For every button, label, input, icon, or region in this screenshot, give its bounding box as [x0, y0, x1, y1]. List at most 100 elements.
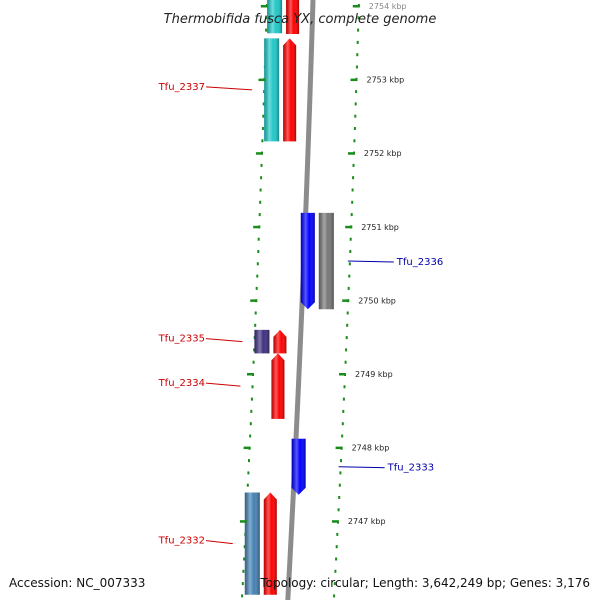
gene-label-leader: [338, 466, 385, 469]
inner-dot: [265, 16, 268, 20]
inner-major-tick: [260, 5, 268, 8]
outer-dot: [345, 336, 348, 340]
inner-dot: [243, 557, 246, 561]
inner-dot: [256, 274, 259, 278]
gene-label[interactable]: Tfu_2332: [158, 536, 205, 547]
outer-dot: [352, 163, 355, 167]
outer-dot: [345, 348, 348, 352]
outer-dot: [355, 65, 358, 69]
outer-dot: [351, 200, 354, 204]
inner-dot: [259, 200, 262, 204]
outer-dot: [337, 508, 340, 512]
outer-dot: [344, 360, 347, 364]
outer-dot: [346, 311, 349, 315]
gene-label-leader: [205, 540, 233, 545]
scale-tick-label: 2752 kbp: [364, 149, 402, 158]
outer-dot: [342, 397, 345, 401]
inner-dot: [261, 127, 264, 130]
inner-dot: [253, 348, 256, 352]
outer-dot: [357, 16, 360, 20]
outer-dot: [346, 323, 349, 327]
inner-major-tick: [255, 152, 263, 155]
outer-major-tick: [345, 225, 353, 229]
gene-label[interactable]: Tfu_2334: [158, 378, 205, 389]
inner-dot: [263, 90, 266, 94]
inner-dot: [249, 434, 252, 438]
scale-tick-label: 2754 kbp: [369, 2, 407, 11]
inner-major-tick: [243, 446, 251, 450]
scale-ticks-layer: 2754 kbp 2753 kbp 2752 kbp 2751 kbp 2750 kbp…: [239, 2, 407, 526]
scale-tick-label: 2747 kbp: [348, 517, 386, 526]
outer-major-tick: [342, 299, 350, 302]
inner-dot: [256, 262, 259, 266]
outer-major-tick: [339, 373, 346, 376]
inner-dot: [250, 409, 253, 413]
outer-dot: [355, 90, 358, 94]
outer-dot: [348, 262, 351, 266]
gene-label-leader: [205, 382, 241, 387]
inner-dot: [257, 250, 260, 253]
feature-shading: [264, 38, 280, 142]
outer-dot: [338, 483, 341, 487]
scale-tick-label: 2748 kbp: [352, 444, 390, 453]
inner-dot: [252, 360, 255, 364]
inner-major-tick: [258, 78, 266, 82]
inner-dot: [258, 213, 261, 217]
inner-dot: [249, 422, 252, 426]
inner-dot: [254, 323, 257, 327]
gene-labels-layer: Tfu_2337 Tfu_2336 Tfu_2335 Tfu_2334 Tfu_2333…: [158, 82, 444, 547]
feature-shading: [254, 329, 270, 354]
inner-dot: [243, 545, 246, 549]
outer-dot: [335, 557, 338, 561]
inner-dot: [255, 286, 258, 290]
feature-shading: [267, 0, 283, 34]
outer-major-tick: [347, 152, 355, 155]
inner-dot: [247, 471, 250, 475]
outer-dot: [349, 237, 352, 241]
inner-dot: [262, 114, 265, 118]
inner-major-tick: [253, 225, 261, 229]
inner-dot: [262, 102, 265, 106]
inner-dot: [250, 397, 253, 401]
feature-shading: [273, 329, 287, 354]
gene-label-leader: [205, 338, 243, 343]
inner-dot: [241, 594, 244, 598]
outer-dot: [348, 274, 351, 278]
outer-dot: [354, 114, 357, 118]
outer-dot: [343, 385, 346, 389]
outer-major-tick: [350, 78, 358, 82]
feature-shading: [271, 353, 285, 419]
outer-dot: [350, 213, 353, 217]
outer-dot: [357, 28, 360, 32]
outer-dot: [352, 176, 355, 180]
outer-dot: [339, 471, 342, 475]
genes-layer: [244, 0, 334, 595]
gene-label[interactable]: Tfu_2335: [158, 334, 205, 345]
feature-shading: [263, 492, 277, 595]
outer-dot: [334, 569, 337, 573]
inner-dot: [242, 569, 245, 573]
outer-dot: [353, 127, 356, 130]
inner-dot: [241, 582, 244, 586]
feature-shading: [318, 212, 334, 310]
outer-major-tick: [352, 5, 360, 8]
outer-dot: [338, 496, 341, 499]
inner-dot: [261, 139, 264, 143]
gene-label[interactable]: Tfu_2337: [158, 82, 205, 93]
outer-dot: [353, 139, 356, 143]
outer-dot: [354, 102, 357, 106]
scale-tick-label: 2751 kbp: [361, 223, 399, 232]
scale-tick-label: 2753 kbp: [367, 76, 405, 85]
feature-shading: [291, 438, 306, 495]
gene-label[interactable]: Tfu_2333: [387, 463, 434, 474]
outer-dot: [341, 422, 344, 426]
map-title: Thermobifida fusca YX, complete genome: [164, 12, 437, 27]
outer-dot: [340, 459, 342, 463]
gene-label[interactable]: Tfu_2336: [396, 257, 443, 268]
outer-dot: [356, 40, 359, 44]
inner-dot: [259, 188, 262, 192]
outer-dot: [341, 434, 344, 438]
outer-dot: [342, 409, 345, 413]
inner-dot: [254, 311, 257, 315]
inner-dot: [248, 459, 250, 463]
